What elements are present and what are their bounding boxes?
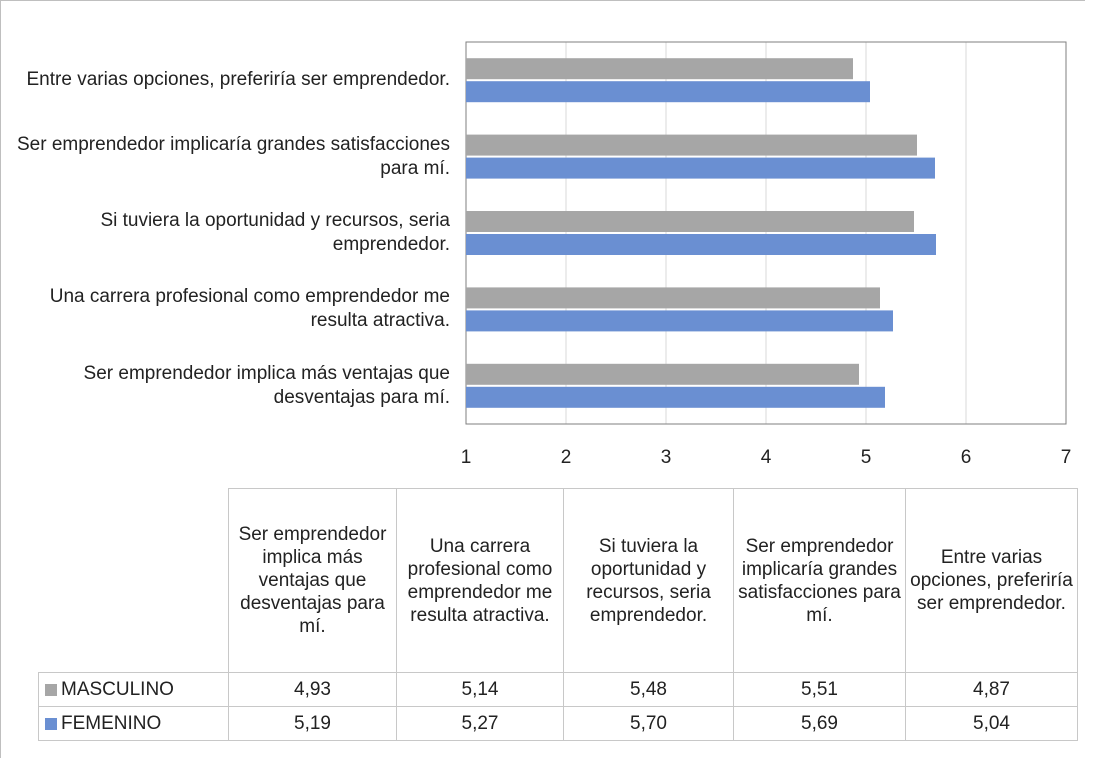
table-header: Ser emprendedor implicaría grandes satis… [733, 488, 906, 673]
legend-entry: MASCULINO [38, 672, 229, 707]
table-header: Ser emprendedor implica más ventajas que… [228, 488, 397, 673]
category-label: Ser emprendedor implica más ventajas que… [83, 362, 450, 408]
x-tick-label: 7 [1061, 447, 1072, 468]
table-value: 4,87 [905, 672, 1078, 707]
x-tick-label: 6 [961, 447, 972, 468]
table-header: Una carrera profesional como emprendedor… [396, 488, 564, 673]
table-value: 5,04 [905, 706, 1078, 741]
table-value: 5,48 [563, 672, 734, 707]
bar [466, 211, 914, 232]
table-value: 4,93 [228, 672, 397, 707]
plot-border [465, 41, 1067, 425]
bar [466, 134, 917, 156]
bar [466, 81, 870, 103]
category-label: Una carrera profesional como emprendedor… [49, 286, 450, 332]
table-value: 5,27 [396, 706, 564, 741]
category-label: Si tuviera la oportunidad y recursos, se… [100, 210, 450, 255]
x-tick-label: 1 [461, 447, 472, 468]
legend-label: FEMENINO [61, 713, 162, 734]
x-tick-label: 5 [861, 447, 872, 468]
table-header: Si tuviera la oportunidad y recursos, se… [563, 488, 734, 673]
table-value: 5,19 [228, 706, 397, 741]
table-value: 5,70 [563, 706, 734, 741]
bar [466, 287, 880, 309]
category-label: Entre varias opciones, preferiría ser em… [26, 69, 451, 91]
x-tick-label: 3 [661, 447, 672, 468]
bar [466, 363, 859, 385]
bar [466, 157, 935, 179]
legend-key [45, 717, 57, 730]
x-tick-label: 4 [761, 447, 772, 468]
bar [466, 386, 885, 408]
legend-key [45, 683, 57, 696]
x-tick-label: 2 [561, 447, 572, 468]
legend-label: MASCULINO [61, 679, 174, 700]
bar [466, 58, 853, 80]
category-label: Ser emprendedor implicaría grandes satis… [17, 133, 450, 179]
table-value: 5,69 [733, 706, 906, 741]
legend-entry: FEMENINO [38, 706, 229, 741]
table-header: Entre varias opciones, preferiría ser em… [905, 488, 1078, 673]
bar [466, 310, 893, 332]
table-value: 5,14 [396, 672, 564, 707]
bar [466, 234, 936, 255]
table-value: 5,51 [733, 672, 906, 707]
